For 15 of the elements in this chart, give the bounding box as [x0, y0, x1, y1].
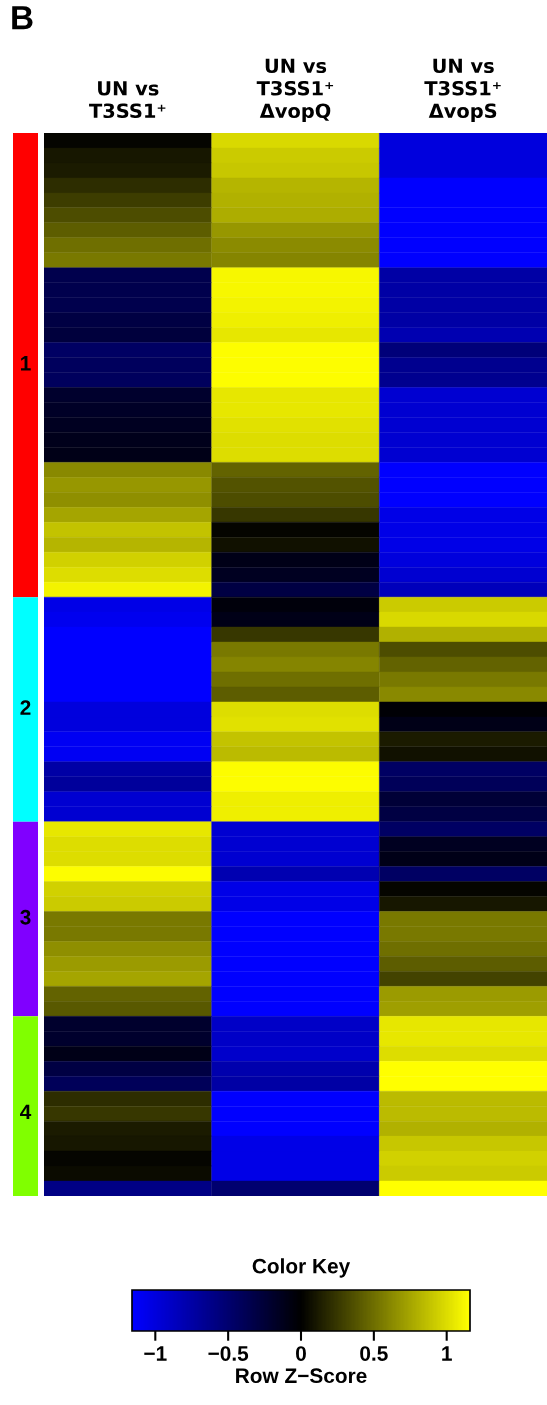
- color-bar-label: 0.5: [360, 1346, 388, 1361]
- y-tick-label: 2: [20, 700, 31, 715]
- color-bar-label: 0: [296, 1346, 306, 1361]
- x-tick-label: UN vs T3SS1⁺ ΔvopS: [424, 58, 501, 122]
- y-tick-label: 4: [20, 1104, 32, 1120]
- y-tick-label: 1: [21, 356, 31, 371]
- color-bar-title: Row Z−Score: [236, 1368, 367, 1384]
- chart-title: B: [12, 6, 33, 30]
- y-tick-label: 3: [20, 909, 31, 925]
- x-tick-label: UN vs T3SS1⁺: [89, 81, 166, 119]
- legend-title: Color Key: [252, 1258, 351, 1278]
- x-tick-label: UN vs T3SS1⁺ ΔvopQ: [256, 58, 334, 122]
- color-bar-label: 1: [442, 1346, 452, 1361]
- color-bar-label: −1: [144, 1346, 167, 1361]
- color-bar-label: −0.5: [208, 1346, 249, 1361]
